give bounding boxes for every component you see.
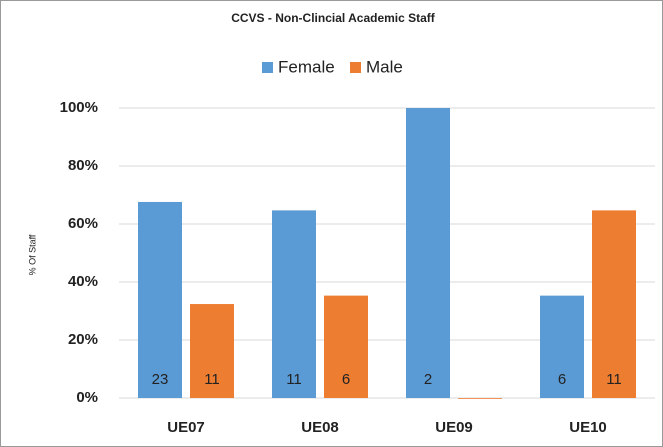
legend-label: Male [366, 57, 403, 76]
legend-label: Female [278, 57, 335, 76]
bar [324, 295, 368, 398]
x-tick-label: UE09 [435, 419, 473, 436]
data-label: 11 [606, 371, 622, 388]
bar [272, 210, 316, 398]
y-tick-label: 40% [68, 273, 98, 290]
bar [540, 295, 584, 398]
data-label: 23 [152, 371, 169, 388]
data-label: 6 [342, 371, 350, 388]
bar [190, 304, 234, 398]
bar [406, 108, 450, 398]
legend-swatch [350, 62, 361, 73]
y-tick-label: 60% [68, 215, 98, 232]
x-tick-label: UE08 [301, 419, 339, 436]
data-label: 6 [558, 371, 566, 388]
bar [592, 210, 636, 398]
data-label: 11 [286, 371, 302, 388]
y-tick-label: 20% [68, 331, 98, 348]
data-label: 2 [424, 371, 432, 388]
legend-swatch [262, 62, 273, 73]
data-label: 11 [204, 371, 220, 388]
y-axis-label: % Of Staff [27, 234, 37, 275]
y-tick-label: 0% [76, 389, 98, 406]
bar [138, 201, 182, 398]
y-tick-label: 100% [60, 99, 98, 116]
x-tick-label: UE10 [569, 419, 607, 436]
chart-title: CCVS - Non-Clincial Academic Staff [231, 11, 436, 25]
y-tick-label: 80% [68, 157, 98, 174]
bar [458, 398, 502, 399]
x-tick-label: UE07 [167, 419, 205, 436]
